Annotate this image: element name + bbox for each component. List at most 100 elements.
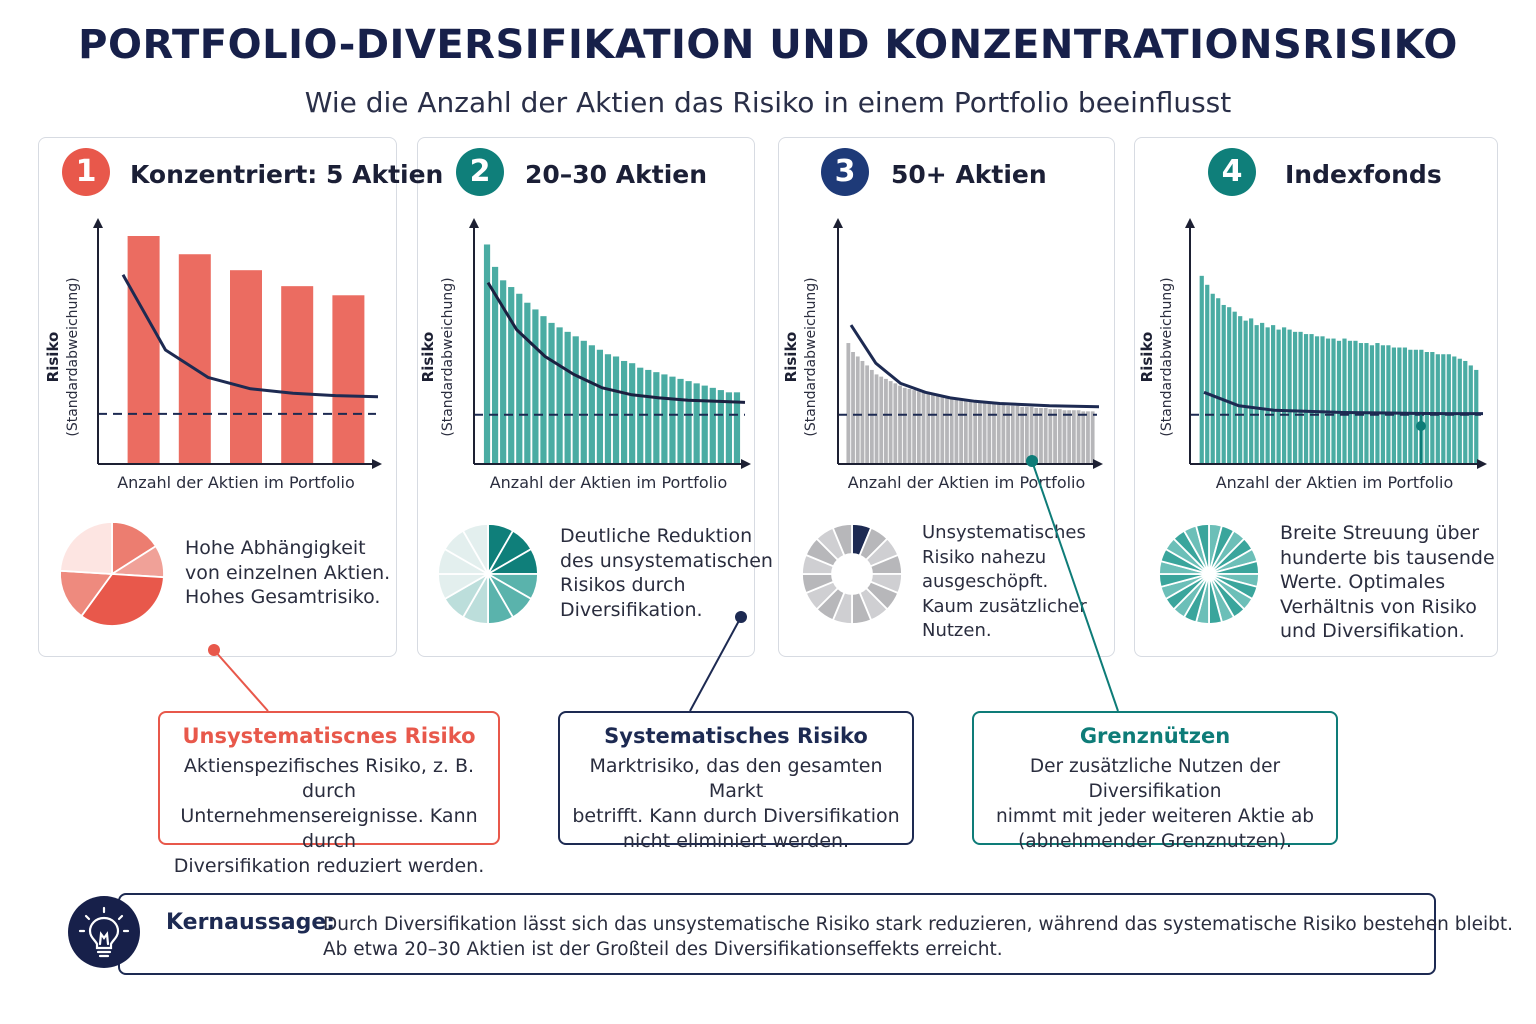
bar (1227, 307, 1232, 464)
bar (1331, 338, 1336, 464)
x-axis-arrow (1093, 459, 1103, 469)
bar (1386, 345, 1391, 464)
bar (1243, 320, 1248, 464)
bar (869, 369, 874, 464)
bar (572, 336, 579, 464)
bar (281, 286, 314, 464)
bar (968, 401, 973, 464)
bar (1029, 406, 1034, 464)
y-axis-label: Risiko (44, 332, 62, 383)
key-message-text: Durch Diversifikation lässt sich das uns… (323, 914, 1513, 960)
bar (1057, 409, 1062, 464)
bar (1353, 340, 1358, 464)
callout-systematic-risk: Systematisches Risiko Marktrisiko, das d… (558, 711, 914, 852)
bar (1452, 356, 1457, 464)
bar (596, 349, 604, 464)
bar (1424, 352, 1429, 464)
bar (580, 340, 587, 464)
bar (1039, 408, 1043, 464)
bar (1391, 347, 1397, 464)
panel-title-4: Indexfonds (1285, 160, 1442, 189)
bar (1364, 343, 1369, 464)
pie-slice (80, 573, 165, 627)
step-number-4: 4 (1208, 148, 1256, 196)
bar (685, 381, 692, 464)
bar (693, 383, 700, 464)
x-axis-arrow (741, 459, 751, 469)
bar (1048, 409, 1053, 464)
bar (898, 385, 902, 464)
bar (1325, 338, 1331, 464)
bar (1402, 347, 1407, 464)
y-axis-arrow (833, 218, 843, 228)
bar (902, 387, 907, 464)
bar (1441, 354, 1446, 464)
page-subtitle: Wie die Anzahl der Aktien das Risiko in … (304, 86, 1232, 119)
bar (963, 400, 968, 464)
panel-description-4: Breite Streuung über hunderte bis tausend… (1280, 522, 1495, 642)
panel-title-2: 20–30 Aktien (525, 160, 708, 189)
bar (884, 378, 888, 464)
bar (949, 399, 954, 464)
bar (620, 360, 628, 464)
bar (661, 374, 668, 464)
bar (959, 400, 964, 464)
bar (1260, 322, 1265, 464)
lightbulb-icon (68, 896, 140, 968)
key-message-box (118, 893, 1436, 975)
bar (1446, 354, 1451, 464)
bar (893, 383, 898, 464)
pie-slice (59, 569, 114, 618)
bar (987, 403, 992, 464)
step-number-3: 3 (821, 148, 869, 196)
callout-title: Unsystematiscnes Risiko (182, 724, 476, 748)
bar (1430, 352, 1435, 464)
callout-marginal-benefit: Grenznützen Der zusätzliche Nutzen der D… (972, 711, 1338, 852)
bar (540, 316, 547, 464)
step-number-2: 2 (456, 148, 504, 196)
pie-slice (1194, 523, 1210, 575)
bar (1271, 325, 1276, 464)
x-axis-arrow (372, 459, 382, 469)
bar (1413, 349, 1418, 464)
bar (588, 345, 595, 464)
bar (1287, 329, 1292, 464)
donut-chart-icon (801, 523, 903, 625)
pie-slice (461, 523, 489, 578)
bar (653, 372, 660, 464)
bar (1024, 406, 1029, 464)
bar (556, 327, 563, 464)
bar (1090, 411, 1095, 464)
bar (1309, 334, 1314, 464)
bar (1320, 336, 1325, 464)
bar (230, 270, 262, 464)
bar (629, 363, 636, 464)
bar (1347, 340, 1353, 464)
bar (709, 387, 716, 464)
bar (945, 397, 949, 464)
risk-curve (121, 274, 379, 399)
risk-chart-3: Anzahl der Aktien im Portfolio Risiko (Sta… (782, 218, 1103, 492)
x-axis-label: Anzahl der Aktien im Portfolio (848, 473, 1086, 492)
bar (1408, 349, 1413, 464)
bar (1238, 316, 1243, 464)
bar (1474, 369, 1479, 464)
bar (725, 392, 733, 464)
bar (888, 381, 893, 464)
bar (637, 367, 644, 464)
pie-chart-icon (59, 521, 165, 627)
bar (935, 395, 940, 464)
bar (855, 356, 860, 464)
bar (912, 390, 917, 464)
pie-chart-icon (1158, 523, 1260, 625)
pie-slice (831, 523, 853, 557)
bar (1457, 358, 1462, 464)
bar (982, 402, 987, 464)
bar (1006, 405, 1010, 464)
pie-slice (59, 521, 113, 575)
bar (1336, 340, 1342, 464)
bar (977, 402, 982, 464)
pie-slice (111, 521, 158, 576)
bar (1380, 345, 1386, 464)
